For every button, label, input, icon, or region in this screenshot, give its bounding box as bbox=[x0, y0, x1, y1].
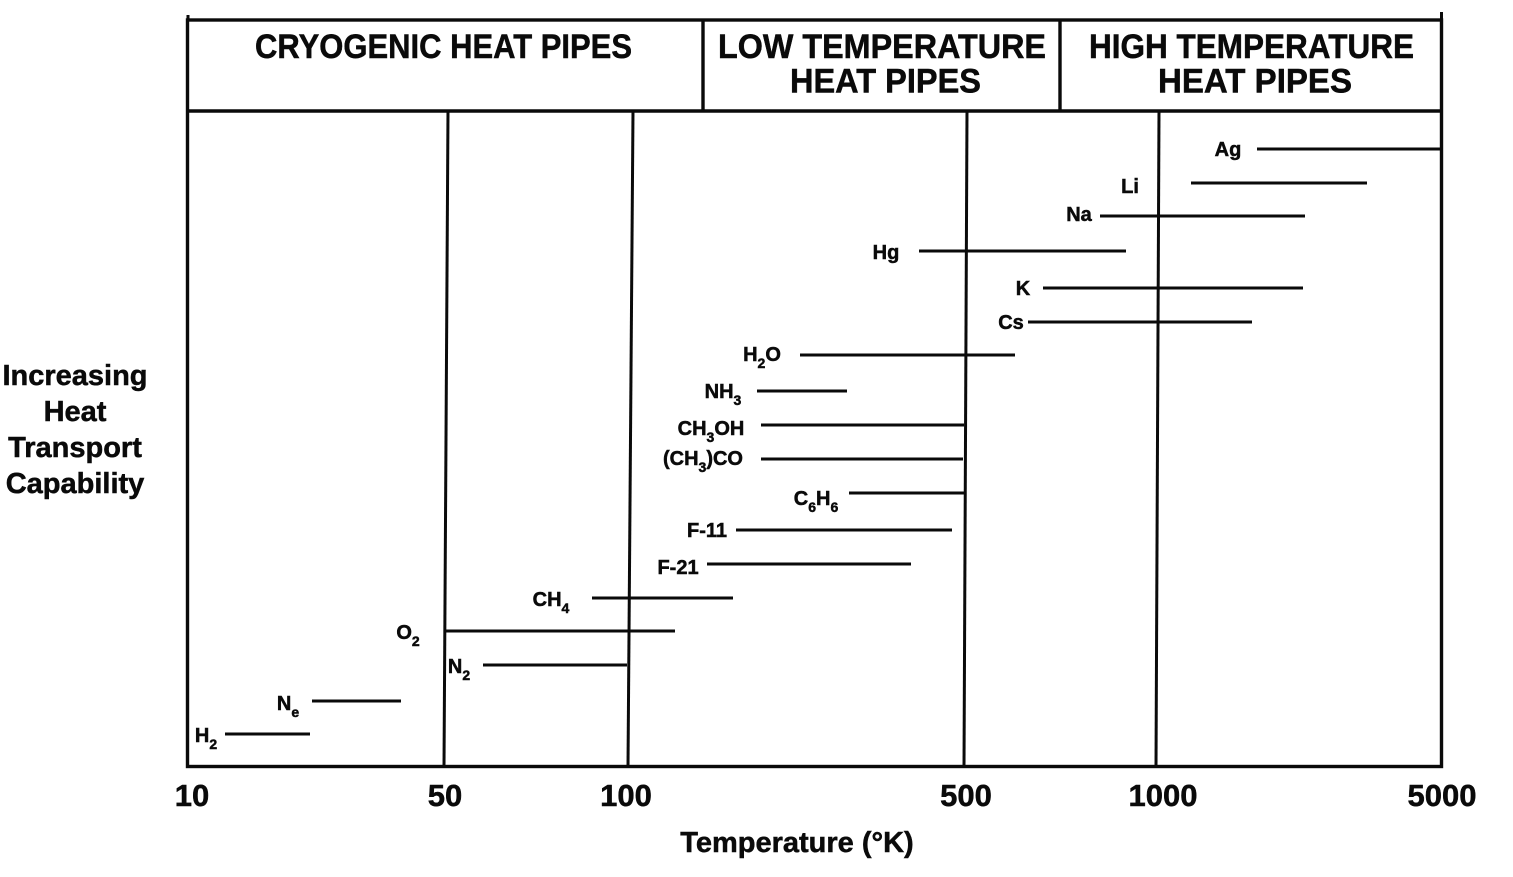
svg-text:HIGH TEMPERATURE: HIGH TEMPERATURE bbox=[1089, 28, 1414, 66]
svg-text:Temperature (°K): Temperature (°K) bbox=[680, 827, 913, 859]
svg-text:Na: Na bbox=[1066, 204, 1092, 226]
svg-text:HEAT PIPES: HEAT PIPES bbox=[790, 63, 981, 101]
svg-text:1000: 1000 bbox=[1129, 778, 1198, 813]
svg-text:Increasing: Increasing bbox=[2, 360, 147, 392]
svg-text:K: K bbox=[1016, 278, 1031, 300]
svg-text:Capability: Capability bbox=[6, 468, 145, 500]
svg-text:CRYOGENIC HEAT PIPES: CRYOGENIC HEAT PIPES bbox=[255, 28, 632, 66]
svg-text:Hg: Hg bbox=[873, 242, 900, 264]
svg-text:Li: Li bbox=[1121, 176, 1139, 198]
svg-text:F-11: F-11 bbox=[687, 520, 727, 542]
svg-text:50: 50 bbox=[428, 778, 462, 813]
svg-text:Cs: Cs bbox=[998, 312, 1024, 334]
svg-text:F-21: F-21 bbox=[657, 557, 698, 579]
svg-text:5000: 5000 bbox=[1408, 778, 1477, 813]
svg-text:LOW TEMPERATURE: LOW TEMPERATURE bbox=[718, 28, 1046, 66]
svg-text:Heat: Heat bbox=[44, 396, 107, 428]
svg-text:500: 500 bbox=[940, 778, 992, 813]
svg-text:10: 10 bbox=[175, 778, 209, 813]
svg-text:100: 100 bbox=[600, 778, 652, 813]
svg-text:HEAT PIPES: HEAT PIPES bbox=[1158, 63, 1352, 101]
svg-text:Ne: Ne bbox=[277, 693, 299, 720]
svg-text:Ag: Ag bbox=[1215, 139, 1242, 161]
svg-text:Transport: Transport bbox=[8, 432, 142, 464]
